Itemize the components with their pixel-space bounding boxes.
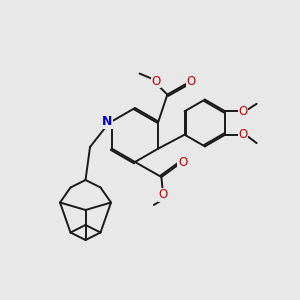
Text: O: O bbox=[238, 105, 248, 118]
Text: O: O bbox=[238, 128, 248, 141]
Text: O: O bbox=[186, 75, 195, 88]
Text: O: O bbox=[158, 188, 167, 202]
Text: O: O bbox=[178, 156, 187, 169]
Text: N: N bbox=[102, 115, 112, 128]
Text: O: O bbox=[152, 75, 161, 88]
